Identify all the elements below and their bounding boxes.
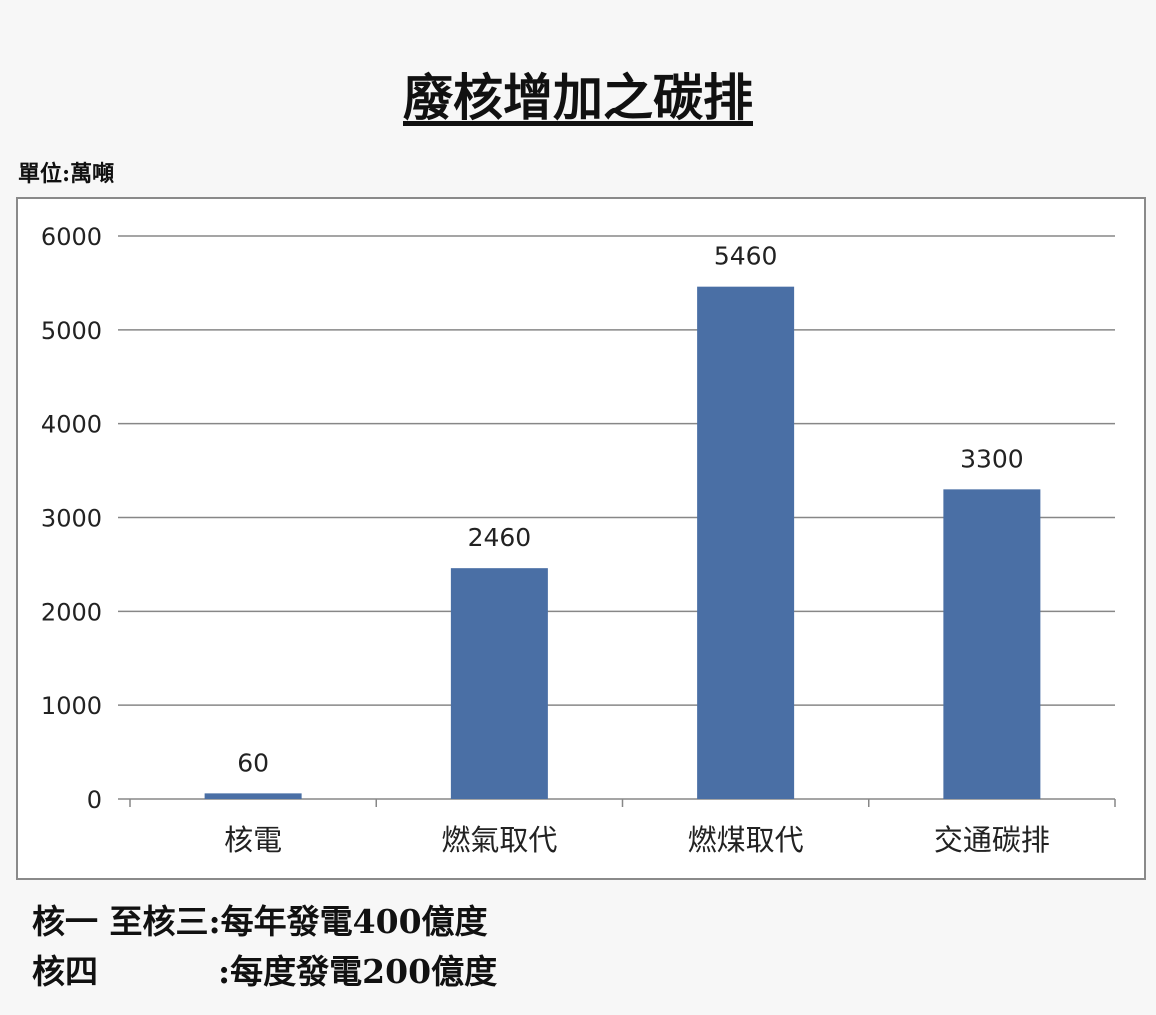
bar <box>450 568 548 799</box>
bar <box>697 286 795 799</box>
x-category-label: 核電 <box>224 823 282 857</box>
data-label: 3300 <box>960 444 1024 473</box>
bar <box>204 793 302 799</box>
y-tick-label: 4000 <box>41 411 102 439</box>
data-label: 5460 <box>714 242 778 271</box>
x-category-label: 燃氣取代 <box>441 823 557 857</box>
y-tick-label: 0 <box>87 786 102 814</box>
chart-title: 廢核增加之碳排 <box>403 68 753 127</box>
note-line-1-label: 核一 至核三: <box>32 902 221 941</box>
unit-label: 單位:萬噸 <box>18 161 115 187</box>
y-tick-label: 3000 <box>41 505 102 533</box>
bar <box>943 489 1041 799</box>
y-tick-label: 2000 <box>41 598 102 626</box>
note-line-1-value: 每年發電400億度 <box>220 902 488 941</box>
x-category-label: 交通碳排 <box>934 823 1050 857</box>
y-tick-label: 6000 <box>41 223 102 251</box>
x-category-label: 燃煤取代 <box>688 823 804 857</box>
note-line-2-value: :每度發電200億度 <box>218 952 498 991</box>
y-tick-label: 1000 <box>41 692 102 720</box>
note-line-2-label: 核四 <box>32 952 98 991</box>
y-tick-label: 5000 <box>41 317 102 345</box>
data-label: 2460 <box>468 523 532 552</box>
note-line-2: 核四 :每度發電200億度 <box>32 945 497 993</box>
note-line-1: 核一 至核三:每年發電400億度 <box>32 895 488 943</box>
data-label: 60 <box>237 748 269 777</box>
